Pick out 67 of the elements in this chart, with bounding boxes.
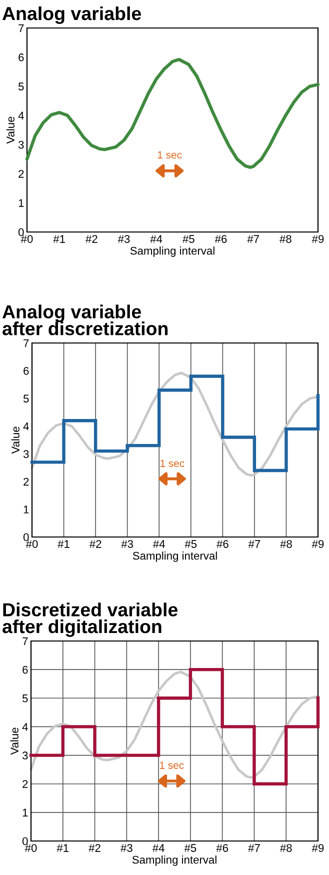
- x-tick-label: #1: [58, 540, 70, 548]
- x-tick-label: #8: [280, 844, 292, 852]
- x-tick-label: #0: [26, 540, 38, 548]
- y-tick-label: 7: [22, 637, 28, 646]
- y-tick-label: 6: [24, 366, 29, 375]
- x-axis-title: Sampling interval: [132, 856, 216, 866]
- y-tick-label: 7: [18, 24, 24, 32]
- y-tick-label: 6: [18, 53, 24, 62]
- x-tick-label: #9: [312, 540, 324, 548]
- x-tick-label: #0: [24, 844, 37, 852]
- line-series: [25, 58, 320, 169]
- y-tick-label: 4: [18, 112, 24, 120]
- x-tick-label: #7: [248, 540, 260, 548]
- x-tick-label: #4: [152, 844, 164, 852]
- chart-title: Analog variable after discretization: [2, 304, 168, 336]
- x-axis-title: Sampling interval: [130, 246, 214, 257]
- y-tick-label: 5: [22, 694, 28, 702]
- x-tick-label: #3: [121, 540, 134, 548]
- x-tick-label: #6: [214, 235, 227, 243]
- chart-title: Discretized variable after digitalization: [2, 602, 178, 637]
- x-tick-label: #0: [20, 235, 33, 243]
- y-tick-label: 2: [22, 780, 28, 788]
- y-tick-label: 2: [24, 478, 29, 486]
- annotation: 1 sec: [158, 151, 182, 159]
- chart-title: Analog variable: [2, 6, 141, 24]
- x-tick-label: #7: [247, 235, 259, 243]
- x-tick-label: #3: [120, 844, 132, 852]
- y-tick-label: 3: [22, 752, 28, 760]
- y-tick-label: 3: [23, 450, 29, 458]
- y-tick-label: 6: [22, 666, 28, 674]
- x-tick-label: #6: [216, 540, 228, 548]
- y-tick-label: 2: [18, 170, 24, 178]
- x-tick-label: #6: [216, 844, 228, 852]
- x-tick-label: #5: [184, 844, 196, 852]
- x-tick-label: #8: [280, 540, 292, 548]
- x-tick-label: #4: [150, 235, 162, 243]
- x-tick-label: #1: [56, 844, 69, 852]
- y-tick-label: 0: [22, 837, 28, 846]
- y-axis-title: Value: [10, 728, 18, 755]
- x-tick-label: #5: [184, 540, 197, 548]
- y-tick-label: 7: [24, 339, 29, 348]
- y-tick-label: 4: [23, 422, 29, 430]
- annotation: 1 sec: [160, 460, 184, 468]
- x-tick-label: #2: [88, 844, 100, 852]
- y-tick-label: 1: [18, 199, 24, 207]
- y-tick-label: 0: [18, 228, 24, 236]
- y-tick-label: 1: [22, 808, 28, 816]
- x-tick-label: #8: [280, 235, 292, 243]
- y-tick-label: 5: [18, 82, 24, 90]
- x-axis-title: Sampling interval: [132, 552, 217, 562]
- y-tick-label: 1: [24, 506, 29, 514]
- annotation: 1 sec: [160, 762, 184, 769]
- x-tick-label: #7: [248, 844, 260, 852]
- x-tick-label: #9: [312, 235, 324, 243]
- x-tick-label: #9: [312, 844, 324, 852]
- y-tick-label: 0: [23, 533, 29, 542]
- x-tick-label: #1: [53, 235, 65, 243]
- y-axis-title: Value: [6, 116, 14, 144]
- x-tick-label: #3: [118, 235, 130, 243]
- x-tick-label: #5: [182, 235, 194, 243]
- y-axis-title: Value: [11, 426, 20, 454]
- x-tick-label: #2: [89, 540, 102, 548]
- x-tick-label: #4: [152, 540, 165, 548]
- y-tick-label: 4: [22, 723, 28, 731]
- y-tick-label: 3: [18, 140, 24, 149]
- y-tick-label: 5: [23, 394, 29, 403]
- x-tick-label: #2: [86, 235, 98, 243]
